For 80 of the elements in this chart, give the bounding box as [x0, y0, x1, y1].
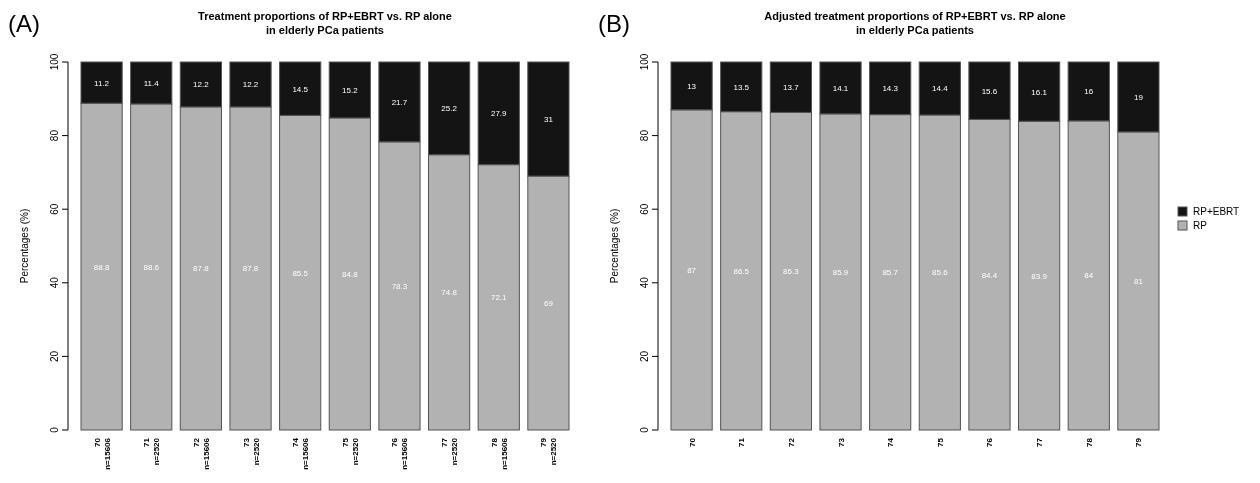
legend-label: RP+EBRT: [1193, 206, 1240, 217]
y-tick-label: 100: [639, 53, 650, 71]
x-tick-label: 72 n=15606: [191, 437, 211, 470]
x-tick-label: 75: [935, 437, 945, 447]
data-label: 85.9: [832, 267, 849, 277]
data-label: 84.8: [342, 269, 359, 279]
data-label: 87.8: [193, 264, 210, 274]
data-label: 16.1: [1031, 87, 1048, 97]
text: (A): [8, 10, 40, 37]
chart-title: Treatment proportions of RP+EBRT vs. RP alone in elderly PCa patients: [198, 10, 452, 36]
data-label: 15.6: [981, 86, 998, 96]
data-label: 16: [1084, 87, 1094, 97]
x-tick-label: 79: [1134, 437, 1144, 447]
data-label: 85.6: [932, 268, 949, 278]
data-label: 84.4: [981, 270, 998, 280]
x-tick-label: 74: [886, 437, 896, 447]
legend-label: RP: [1193, 220, 1208, 231]
y-axis-title: Percentages (%): [609, 208, 620, 284]
data-label: 14.5: [292, 84, 309, 94]
chart-title: Adjusted treatment proportions of RP+EBRT vs. RP alone in elderly PCa patients: [764, 10, 1066, 36]
data-label: 86.3: [783, 267, 800, 277]
x-tick-label: 70: [687, 437, 697, 447]
y-tick-label: 20: [639, 350, 650, 362]
data-label: 13: [687, 81, 697, 91]
y-tick-label: 40: [49, 276, 60, 289]
data-label: 11.2: [94, 78, 110, 88]
data-label: 86.5: [733, 266, 750, 276]
data-label: 78.3: [391, 281, 408, 291]
x-tick-label: 77: [1035, 437, 1045, 447]
x-tick-label: 79 n=2520: [539, 437, 559, 466]
y-tick-label: 100: [49, 53, 60, 71]
data-label: 15.2: [342, 85, 359, 95]
y-axis-title: Percentages (%): [19, 208, 30, 284]
data-label: 14.1: [832, 83, 849, 93]
data-label: 12.2: [193, 80, 210, 90]
data-label: 72.1: [490, 293, 508, 303]
data-label: 19: [1133, 92, 1144, 102]
data-label: 14.3: [882, 84, 899, 94]
y-tick-label: 0: [49, 426, 60, 433]
y-tick-label: 60: [49, 203, 60, 215]
x-tick-label: 76: [985, 437, 995, 447]
x-tick-label: 71: [737, 437, 747, 447]
y-tick-label: 60: [639, 203, 650, 215]
data-label: 21.7: [391, 97, 408, 107]
y-tick-label: 20: [49, 350, 60, 362]
data-label: 87: [687, 265, 697, 275]
data-label: 12.2: [242, 80, 259, 90]
x-tick-label: 74 n=15606: [291, 437, 311, 470]
data-label: 85.5: [292, 268, 309, 278]
x-tick-label: 78: [1084, 437, 1094, 447]
data-label: 13.7: [783, 83, 800, 93]
x-tick-label: 70 n=15606: [92, 437, 112, 470]
data-label: 87.8: [242, 264, 259, 274]
data-label: 69: [543, 299, 554, 309]
x-tick-label: 76 n=15606: [390, 437, 410, 470]
x-tick-label: 73: [836, 437, 846, 447]
data-label: 88.6: [143, 262, 160, 272]
y-tick-label: 0: [639, 426, 650, 433]
x-tick-label: 71 n=2520: [142, 437, 162, 466]
data-label: 11.4: [143, 78, 160, 88]
data-label: 74.8: [441, 288, 458, 298]
y-tick-label: 40: [639, 276, 650, 289]
x-tick-label: 78 n=15606: [489, 437, 509, 470]
data-label: 83.9: [1031, 271, 1048, 281]
data-label: 84: [1084, 271, 1094, 281]
data-label: 27.9: [490, 109, 508, 119]
data-label: 85.7: [882, 268, 899, 278]
x-tick-label: 77 n=2520: [440, 437, 460, 466]
y-tick-label: 80: [639, 129, 650, 142]
data-label: 14.4: [932, 84, 949, 94]
data-label: 13.5: [733, 82, 750, 92]
data-label: 31: [543, 115, 554, 125]
x-tick-label: 73 n=2520: [241, 437, 261, 466]
data-label: 81: [1133, 276, 1144, 286]
x-tick-label: 75 n=2520: [340, 437, 360, 466]
data-label: 25.2: [441, 104, 458, 114]
x-tick-label: 72: [786, 437, 796, 447]
text: (B): [598, 10, 630, 37]
y-tick-label: 80: [49, 129, 60, 142]
data-label: 88.8: [93, 262, 110, 272]
